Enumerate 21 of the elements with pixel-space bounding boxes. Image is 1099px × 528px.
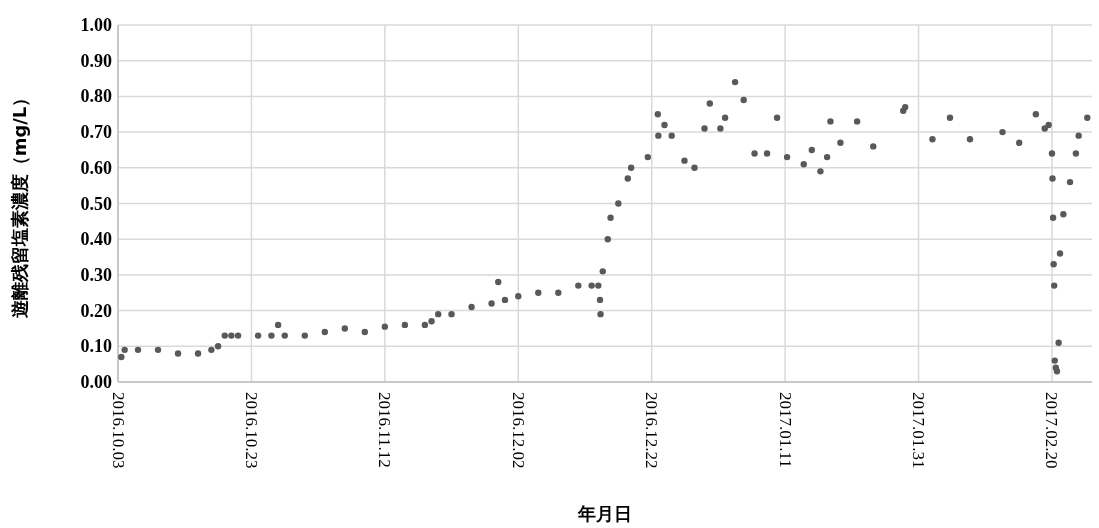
y-tick-label: 0.20 <box>80 300 112 321</box>
x-tick-label: 2017.01.31 <box>909 392 929 469</box>
x-tick-label: 2016.10.03 <box>108 392 128 469</box>
x-tick-label: 2016.12.02 <box>508 392 528 469</box>
y-tick-label: 0.00 <box>80 372 112 392</box>
x-tick-label: 2017.02.20 <box>1042 392 1062 469</box>
x-tick-label: 2017.01.11 <box>775 392 795 468</box>
y-tick-label: 0.60 <box>80 157 112 178</box>
y-tick-label: 0.80 <box>80 86 112 107</box>
y-tick-label: 0.10 <box>80 336 112 357</box>
x-tick-label: 2016.11.12 <box>375 392 395 468</box>
y-tick-label: 0.90 <box>80 50 112 71</box>
y-tick-label: 0.30 <box>80 264 112 285</box>
y-axis-title: 遊離残留塩素濃度（mg/L） <box>9 88 30 319</box>
y-tick-label: 0.70 <box>80 122 112 143</box>
y-tick-label: 0.50 <box>80 193 112 214</box>
x-tick-label: 2016.10.23 <box>241 392 261 469</box>
x-tick-label: 2016.12.22 <box>642 392 662 469</box>
y-tick-label: 0.40 <box>80 229 112 250</box>
y-tick-label: 1.00 <box>80 15 112 35</box>
x-axis-title: 年月日 <box>577 503 632 524</box>
